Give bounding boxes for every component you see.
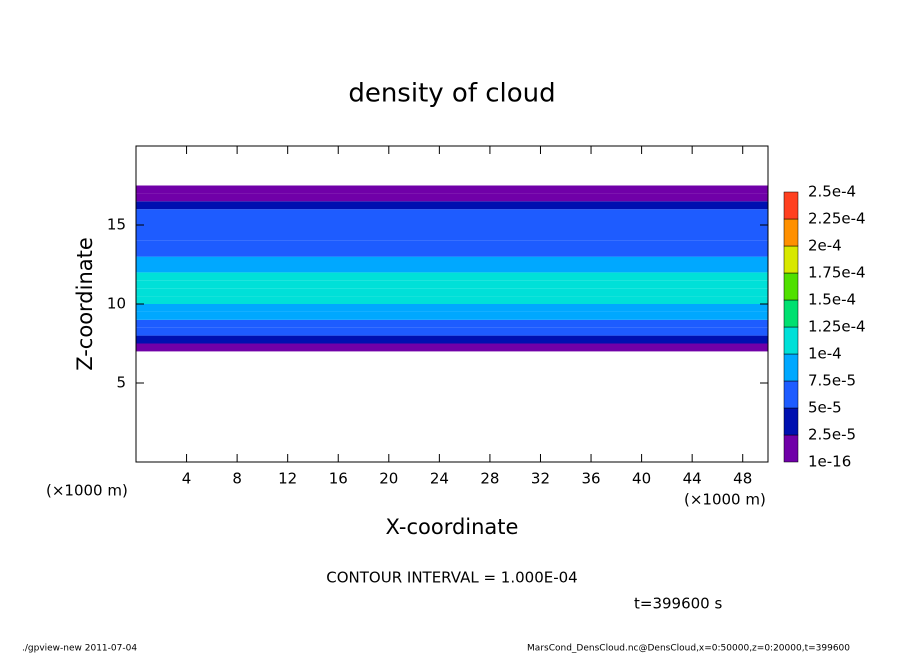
colorbar-label: 7.5e-5: [808, 372, 856, 390]
chart-title: density of cloud: [348, 79, 555, 109]
density-band: [136, 335, 768, 344]
footer-right: MarsCond_DensCloud.nc@DensCloud,x=0:5000…: [527, 644, 850, 654]
x-tick-label: 28: [480, 470, 499, 488]
density-band: [136, 240, 768, 257]
time-label: t=399600 s: [634, 595, 722, 613]
plot-frame: [135, 145, 769, 463]
x-tick-label: 12: [278, 470, 297, 488]
x-tick-label: 44: [683, 470, 702, 488]
colorbar-swatch: [783, 191, 799, 220]
density-band: [136, 225, 768, 241]
colorbar-label: 1.5e-4: [808, 291, 856, 309]
x-tick-label: 48: [733, 470, 752, 488]
colorbar-label: 1e-4: [808, 345, 842, 363]
density-band: [136, 256, 768, 265]
colorbar-label: 2.25e-4: [808, 210, 866, 228]
colorbar-swatch: [783, 245, 799, 274]
density-band: [136, 343, 768, 352]
colorbar-swatch: [783, 272, 799, 301]
x-tick-label: 20: [379, 470, 398, 488]
x-unit: (×1000 m): [684, 491, 766, 509]
y-axis-label: Z-coordinate: [73, 237, 97, 371]
x-unit: (×1000 m): [46, 482, 128, 500]
density-band: [136, 296, 768, 304]
x-tick-label: 16: [329, 470, 348, 488]
x-tick-label: 32: [531, 470, 550, 488]
y-tick-label: 10: [107, 295, 126, 313]
x-tick-label: 8: [232, 470, 242, 488]
colorbar-swatch: [783, 218, 799, 247]
density-band: [136, 185, 768, 194]
density-band: [136, 272, 768, 281]
colorbar-swatch: [783, 353, 799, 382]
colorbar-label: 2.5e-4: [808, 183, 856, 201]
colorbar-label: 2.5e-5: [808, 426, 856, 444]
colorbar-swatch: [783, 380, 799, 409]
colorbar-label: 5e-5: [808, 399, 842, 417]
y-tick-label: 15: [107, 216, 126, 234]
density-band: [136, 304, 768, 312]
y-tick-label: 5: [116, 374, 126, 392]
x-tick-label: 4: [182, 470, 192, 488]
colorbar-label: 1.25e-4: [808, 318, 866, 336]
density-band: [136, 201, 768, 210]
colorbar-swatch: [783, 407, 799, 436]
density-band: [136, 327, 768, 336]
x-tick-label: 36: [581, 470, 600, 488]
colorbar-label: 1.75e-4: [808, 264, 866, 282]
colorbar-swatch: [783, 326, 799, 355]
contour-interval: CONTOUR INTERVAL = 1.000E-04: [326, 569, 577, 587]
colorbar-swatch: [783, 299, 799, 328]
density-band: [136, 193, 768, 202]
colorbar-label: 1e-16: [808, 453, 851, 471]
colorbar-label: 2e-4: [808, 237, 842, 255]
footer-left: ./gpview-new 2011-07-04: [22, 644, 137, 654]
density-band: [136, 311, 768, 320]
density-band: [136, 209, 768, 225]
x-axis-label: X-coordinate: [386, 515, 519, 539]
density-band: [136, 319, 768, 328]
x-tick-label: 40: [632, 470, 651, 488]
x-tick-label: 24: [430, 470, 449, 488]
density-band: [136, 264, 768, 273]
density-band: [136, 280, 768, 289]
colorbar-swatch: [783, 434, 799, 463]
density-band: [136, 288, 768, 297]
